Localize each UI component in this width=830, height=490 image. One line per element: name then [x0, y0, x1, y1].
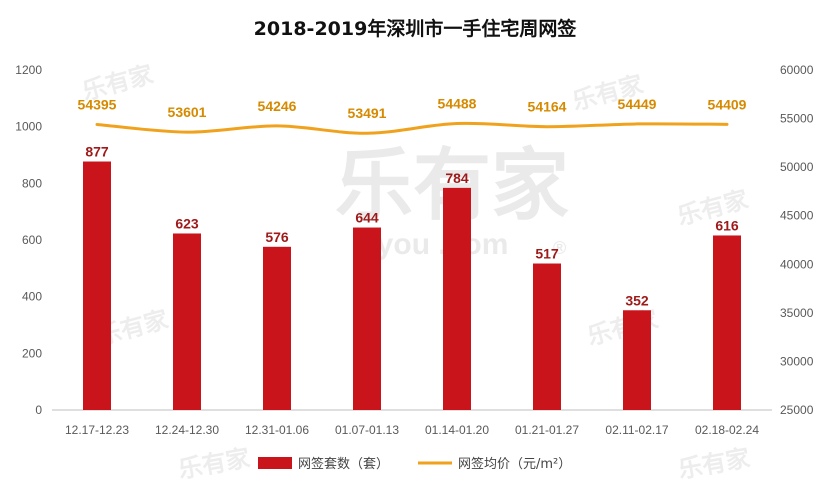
legend-bar-label: 网签套数（套） — [298, 456, 389, 472]
y-right-tick-label: 30000 — [780, 354, 814, 368]
bar-data-label: 877 — [85, 144, 109, 160]
bar-data-label: 623 — [175, 215, 199, 231]
y-left-tick-label: 800 — [22, 176, 42, 190]
chart-title: 2018-2019年深圳市一手住宅周网签 — [254, 17, 578, 40]
bar — [713, 235, 741, 410]
line-data-label: 53491 — [348, 105, 387, 121]
x-tick-label: 02.11-02.17 — [605, 423, 668, 437]
y-left-tick-label: 600 — [22, 233, 42, 247]
bar — [443, 187, 471, 410]
plot-area: 0 200 400 600 800 1000 1200 25000 30000 35000 4000… — [15, 63, 813, 437]
y-right-tick-label: 45000 — [780, 209, 814, 223]
y-left-tick-label: 400 — [22, 290, 42, 304]
y-right-tick-label: 50000 — [780, 160, 814, 174]
y-left-tick-label: 1000 — [15, 120, 42, 134]
line-data-label: 53601 — [168, 104, 207, 120]
y-right-tick-label: 55000 — [780, 112, 814, 126]
bar — [263, 246, 291, 410]
watermark-registered-mark: ® — [553, 238, 566, 258]
legend-line-label: 网签均价（元/m²） — [458, 456, 571, 472]
y-left-tick-label: 1200 — [15, 63, 42, 77]
line-data-label: 54246 — [258, 98, 297, 114]
bar-data-label: 644 — [355, 210, 379, 226]
x-tick-label: 12.17-12.23 — [65, 423, 129, 437]
x-tick-label: 01.07-01.13 — [335, 423, 399, 437]
bar — [353, 227, 381, 410]
bar — [173, 233, 201, 410]
bar-data-label: 517 — [535, 246, 559, 262]
y-left-tick-label: 0 — [35, 403, 42, 417]
y-right-tick-label: 35000 — [780, 306, 814, 320]
bar-data-label: 576 — [265, 229, 289, 245]
watermark-brand-small-7: 乐有家 — [676, 444, 752, 484]
x-tick-label: 02.18-02.24 — [695, 423, 759, 437]
line-data-label: 54164 — [528, 99, 567, 115]
x-tick-label: 01.14-01.20 — [425, 423, 489, 437]
line-data-label: 54449 — [618, 96, 657, 112]
legend-bar-swatch — [258, 457, 292, 469]
line-data-label: 54488 — [438, 96, 477, 112]
watermark-url: eyou .com — [360, 228, 508, 261]
bar-data-label: 616 — [715, 217, 739, 233]
line-data-label: 54395 — [78, 96, 117, 112]
bar — [623, 310, 651, 410]
bar — [533, 263, 561, 410]
y-right-tick-label: 25000 — [780, 403, 814, 417]
legend: 网签套数（套） 网签均价（元/m²） — [258, 456, 571, 472]
y-right-tick-label: 60000 — [780, 63, 814, 77]
bar-data-label: 352 — [625, 292, 649, 308]
line-data-label: 54409 — [708, 96, 747, 112]
x-tick-label: 01.21-01.27 — [515, 423, 579, 437]
series-line — [95, 121, 729, 135]
y-left-tick-label: 200 — [22, 346, 42, 360]
watermark-brand-small-4: 乐有家 — [674, 185, 751, 231]
y-right-tick-label: 40000 — [780, 257, 814, 271]
bar — [83, 161, 111, 410]
bar-data-label: 784 — [445, 170, 469, 186]
x-tick-label: 12.31-01.06 — [245, 423, 309, 437]
watermark-brand-small-6: 乐有家 — [176, 444, 252, 484]
x-tick-label: 12.24-12.30 — [155, 423, 219, 437]
